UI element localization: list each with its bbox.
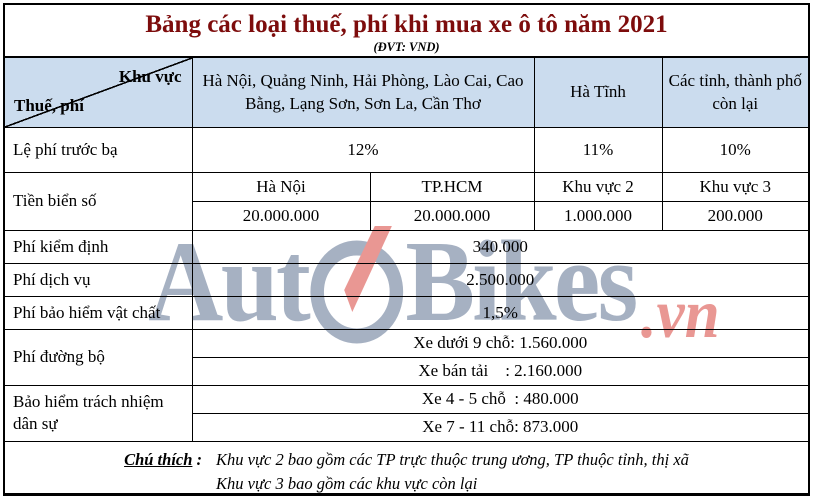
row-label-road-fee: Phí đường bộ bbox=[5, 328, 193, 386]
road-fee-pickup: Xe bán tải : 2.160.000 bbox=[192, 356, 808, 386]
plate-fee-zone2: 1.000.000 bbox=[533, 200, 663, 231]
service-fee-value: 2.500.000 bbox=[191, 262, 808, 297]
col-header-region-group: Hà Nội, Quảng Ninh, Hải Phòng, Lào Cai, … bbox=[191, 56, 535, 128]
registration-fee-others: 10% bbox=[661, 126, 808, 173]
plate-area-hcm: TP.HCM bbox=[369, 171, 535, 202]
row-road-fee-line1: Phí đường bộ Xe dưới 9 chỗ: 1.560.000 bbox=[5, 328, 808, 386]
footnote-colon: : bbox=[196, 449, 203, 469]
header-row: Khu vực Thuế, phí Hà Nội, Quảng Ninh, Hả… bbox=[5, 56, 808, 128]
row-road-fee-line2: Xe bán tải : 2.160.000 bbox=[5, 356, 808, 386]
physical-insurance-value: 1,5% bbox=[191, 295, 808, 330]
corner-label-tax: Thuế, phí bbox=[14, 95, 84, 115]
corner-cell: Khu vực Thuế, phí bbox=[5, 56, 193, 128]
plate-area-hanoi: Hà Nội bbox=[191, 171, 371, 202]
row-physical-insurance: Phí bảo hiểm vật chất 1,5% bbox=[5, 295, 808, 330]
page-title: Bảng các loại thuế, phí khi mua xe ô tô … bbox=[145, 11, 668, 38]
footnote-lines: Khu vực 2 bao gồm các TP trực thuộc trun… bbox=[216, 448, 689, 496]
inspection-fee-value: 340.000 bbox=[191, 229, 808, 264]
plate-fee-hcm: 20.000.000 bbox=[369, 200, 535, 231]
row-plate-fee-values: 20.000.000 20.000.000 1.000.000 200.000 bbox=[5, 200, 808, 231]
road-fee-under9: Xe dưới 9 chỗ: 1.560.000 bbox=[191, 328, 808, 358]
corner-label-region: Khu vực bbox=[118, 67, 182, 87]
footnote-label: Chú thích : bbox=[124, 448, 202, 472]
fee-table: Khu vực Thuế, phí Hà Nội, Quảng Ninh, Hả… bbox=[5, 56, 808, 442]
plate-area-zone3: Khu vực 3 bbox=[661, 171, 808, 202]
row-label-plate-fee: Tiền biển số bbox=[5, 171, 193, 231]
col-header-other-provinces: Các tỉnh, thành phố còn lại bbox=[661, 56, 808, 128]
registration-fee-group: 12% bbox=[191, 126, 535, 173]
footnote: Chú thích : Khu vực 2 bao gồm các TP trự… bbox=[5, 442, 808, 496]
row-label-registration-fee: Lệ phí trước bạ bbox=[5, 126, 193, 173]
row-label-inspection-fee: Phí kiểm định bbox=[5, 229, 193, 264]
footnote-line-zone2: Khu vực 2 bao gồm các TP trực thuộc trun… bbox=[216, 449, 689, 469]
plate-fee-hanoi: 20.000.000 bbox=[192, 200, 371, 231]
row-liability-insurance-line1: Bảo hiểm trách nhiệm dân sự Xe 4 - 5 chỗ… bbox=[5, 384, 808, 442]
row-liability-insurance-line2: Xe 7 - 11 chỗ: 873.000 bbox=[5, 412, 808, 442]
row-label-physical-insurance: Phí bảo hiểm vật chất bbox=[5, 295, 193, 330]
row-service-fee: Phí dịch vụ 2.500.000 bbox=[5, 262, 808, 297]
registration-fee-hatinh: 11% bbox=[533, 126, 663, 173]
footnote-label-text: Chú thích bbox=[124, 449, 193, 469]
table-frame: Bảng các loại thuế, phí khi mua xe ô tô … bbox=[3, 3, 810, 496]
row-registration-fee: Lệ phí trước bạ 12% 11% 10% bbox=[5, 126, 808, 173]
col-header-hatinh: Hà Tĩnh bbox=[533, 56, 663, 128]
footnote-line-zone3: Khu vực 3 bao gồm các khu vực còn lại bbox=[216, 473, 478, 493]
row-plate-fee-areas: Tiền biển số Hà Nội TP.HCM Khu vực 2 Khu… bbox=[5, 171, 808, 231]
liability-4-5-seats: Xe 4 - 5 chỗ : 480.000 bbox=[191, 384, 808, 414]
unit-note: (ĐVT: VND) bbox=[373, 40, 440, 54]
row-label-service-fee: Phí dịch vụ bbox=[5, 262, 193, 297]
row-inspection-fee: Phí kiểm định 340.000 bbox=[5, 229, 808, 264]
plate-fee-zone3: 200.000 bbox=[661, 200, 808, 231]
title-block: Bảng các loại thuế, phí khi mua xe ô tô … bbox=[5, 5, 808, 56]
liability-7-11-seats: Xe 7 - 11 chỗ: 873.000 bbox=[192, 412, 808, 442]
plate-area-zone2: Khu vực 2 bbox=[533, 171, 663, 202]
row-label-liability-insurance: Bảo hiểm trách nhiệm dân sự bbox=[5, 384, 193, 442]
